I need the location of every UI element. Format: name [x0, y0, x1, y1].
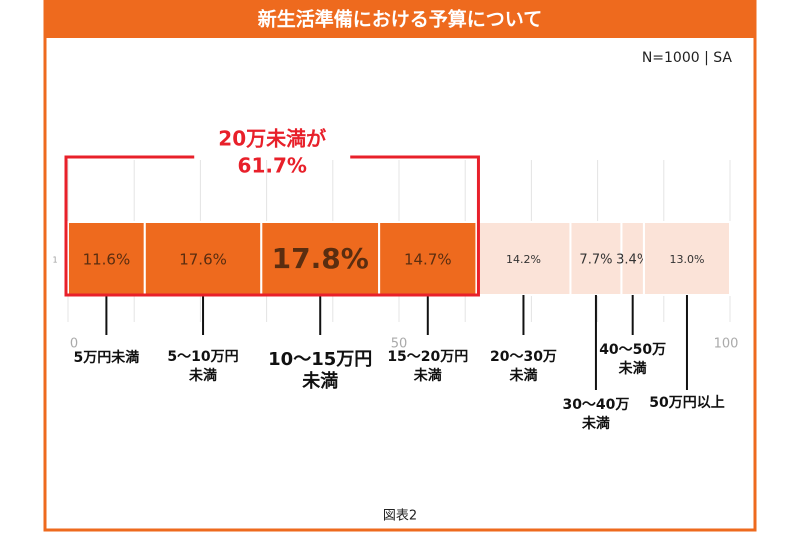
- category-label: 10〜15万円: [268, 349, 372, 370]
- category-label: 未満: [582, 415, 610, 432]
- bar-segment: [260, 221, 381, 296]
- category-label: 5万円未満: [74, 349, 140, 366]
- category-label: 未満: [189, 367, 217, 384]
- category-label: 50万円以上: [649, 395, 724, 411]
- y-category-label: 1: [52, 256, 57, 265]
- category-label: 未満: [509, 367, 537, 384]
- caption: 図表2: [383, 509, 417, 524]
- data-label: 17.6%: [179, 251, 227, 269]
- data-label: 13.0%: [669, 253, 704, 266]
- category-label: 未満: [414, 367, 442, 384]
- subtitle: N=1000 | SA: [642, 50, 733, 66]
- category-label: 未満: [619, 360, 647, 377]
- data-label: 3.4%: [616, 253, 649, 268]
- category-label: 40〜50万: [599, 342, 666, 358]
- category-label: 15〜20万円: [387, 349, 468, 365]
- data-label: 7.7%: [579, 253, 612, 268]
- annotation-bracket: [64, 155, 480, 297]
- bar-segment: [378, 221, 478, 296]
- category-label: 30〜40万: [562, 397, 629, 413]
- data-label: 14.7%: [404, 251, 452, 269]
- x-tick-label: 100: [714, 337, 739, 352]
- bar-segment: [569, 221, 623, 296]
- category-label: 未満: [302, 370, 338, 392]
- x-tick-label: 50: [391, 337, 408, 352]
- x-tick-label: 0: [70, 337, 78, 352]
- title-bar: [45, 0, 755, 38]
- category-label: 5〜10万円: [167, 349, 238, 365]
- bar-segment: [642, 221, 731, 296]
- data-label: 14.2%: [506, 253, 541, 266]
- data-label: 11.6%: [83, 251, 131, 269]
- annotation: 20万未満が: [218, 127, 326, 151]
- annotation: 61.7%: [238, 154, 307, 178]
- chart-title: 新生活準備における予算について: [258, 8, 542, 31]
- category-label: 20〜30万: [490, 349, 557, 365]
- data-label: 17.8%: [272, 242, 369, 275]
